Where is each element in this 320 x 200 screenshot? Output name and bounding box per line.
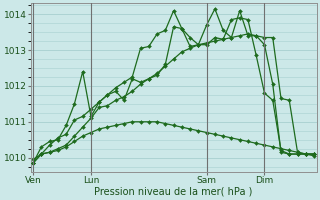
- X-axis label: Pression niveau de la mer( hPa ): Pression niveau de la mer( hPa ): [94, 187, 253, 197]
